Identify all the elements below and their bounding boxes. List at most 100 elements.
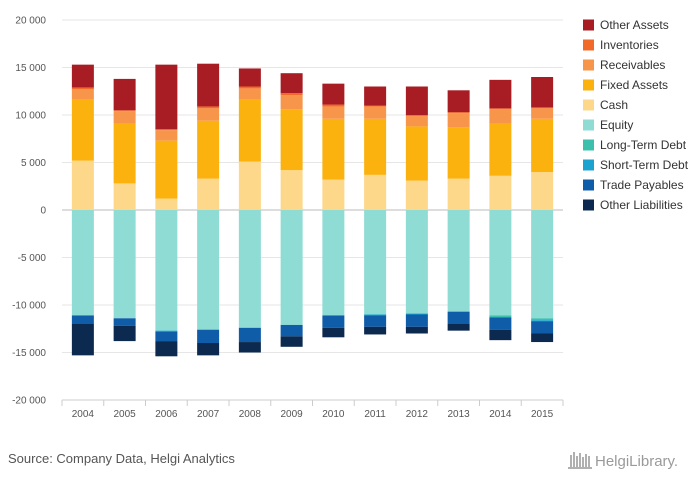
- bar-segment: [113, 111, 136, 124]
- bar-segment: [155, 341, 178, 357]
- x-tick-label: 2015: [531, 409, 554, 420]
- bar-segment: [489, 175, 512, 210]
- bar-segment: [405, 115, 428, 116]
- bar-segment: [531, 172, 554, 210]
- bar-segment: [489, 79, 512, 109]
- bar-segment: [280, 93, 303, 96]
- bar-segment: [155, 210, 178, 331]
- bar-segment: [155, 130, 178, 141]
- bar-segment: [322, 104, 345, 107]
- bar-segment: [489, 317, 512, 330]
- bar-segment: [489, 109, 512, 124]
- bar-segment: [71, 210, 94, 316]
- bar-segment: [238, 86, 261, 89]
- bar-segment: [447, 112, 470, 114]
- legend-label: Equity: [600, 118, 633, 132]
- bar-segment: [447, 113, 470, 128]
- y-tick-label: 10 000: [15, 111, 46, 122]
- x-tick-label: 2013: [448, 409, 471, 420]
- x-tick-label: 2014: [489, 409, 512, 420]
- bar-segment: [155, 140, 178, 199]
- bar-segment: [197, 343, 220, 356]
- legend-swatch: [583, 119, 594, 131]
- bar-segment: [280, 210, 303, 325]
- bar-segment: [531, 108, 554, 119]
- bar-segment: [364, 326, 387, 335]
- x-tick-label: 2007: [197, 409, 220, 420]
- legend-swatch: [583, 99, 594, 111]
- bar-segment: [280, 324, 303, 337]
- bar-segment: [238, 99, 261, 162]
- y-tick-label: -10 000: [12, 301, 46, 312]
- legend-swatch: [583, 79, 594, 91]
- x-tick-label: 2009: [281, 409, 304, 420]
- bar-segment: [197, 329, 220, 343]
- y-tick-label: 0: [40, 206, 46, 217]
- bar-segment: [405, 115, 428, 127]
- bookshelf-icon: [568, 452, 592, 469]
- bar-segment: [531, 107, 554, 109]
- bar-segment: [71, 160, 94, 210]
- bar-segment: [155, 331, 178, 342]
- bar-segment: [280, 95, 303, 110]
- y-tick-label: 20 000: [15, 16, 46, 27]
- bar-segment: [113, 110, 136, 112]
- legend-swatch: [583, 59, 594, 71]
- bar-segment: [238, 161, 261, 210]
- bar-segment: [447, 210, 470, 312]
- bar-segment: [489, 315, 512, 318]
- bar-segment: [155, 330, 178, 332]
- legend-label: Cash: [600, 98, 628, 112]
- bar-segment: [113, 210, 136, 319]
- bar-segment: [405, 326, 428, 334]
- bar-segment: [197, 210, 220, 330]
- bar-segment: [531, 318, 554, 321]
- bar-segment: [322, 179, 345, 210]
- bar-segment: [71, 324, 94, 356]
- bar-segment: [197, 63, 220, 107]
- bar-segment: [364, 315, 387, 327]
- bar-segment: [531, 321, 554, 334]
- x-tick-label: 2004: [72, 409, 95, 420]
- x-tick-label: 2012: [406, 409, 429, 420]
- bar-segment: [280, 109, 303, 171]
- y-tick-label: -20 000: [12, 396, 46, 407]
- legend-label: Short-Term Debt: [600, 158, 689, 172]
- bar-segment: [197, 108, 220, 121]
- x-tick-label: 2005: [114, 409, 137, 420]
- bar-segment: [113, 78, 136, 111]
- grid-lines: [62, 19, 563, 401]
- bar-segment: [155, 129, 178, 131]
- y-tick-label: -15 000: [12, 348, 46, 359]
- bar-segment: [238, 342, 261, 353]
- bar-segment: [405, 313, 428, 315]
- bar-segment: [113, 318, 136, 326]
- bar-segment: [489, 210, 512, 316]
- bar-segment: [405, 86, 428, 115]
- bar-segment: [364, 118, 387, 175]
- bar-segment: [197, 178, 220, 210]
- bar-segment: [155, 198, 178, 210]
- bar-segment: [364, 314, 387, 316]
- legend-label: Trade Payables: [600, 178, 684, 192]
- y-tick-label: -5 000: [18, 253, 47, 264]
- x-tick-label: 2011: [364, 409, 386, 420]
- legend-swatch: [583, 39, 594, 51]
- source-label: Source: Company Data, Helgi Analytics: [8, 451, 235, 466]
- bar-segment: [405, 314, 428, 327]
- bar-segment: [405, 180, 428, 210]
- x-tick-label: 2006: [155, 409, 178, 420]
- legend-label: Long-Term Debt: [600, 138, 687, 152]
- x-tick-label: 2010: [322, 409, 345, 420]
- legend-swatch: [583, 19, 594, 31]
- bar-segment: [322, 106, 345, 119]
- bar-segment: [197, 120, 220, 179]
- bar-segment: [322, 83, 345, 105]
- bar-segment: [447, 324, 470, 331]
- bar-segment: [238, 88, 261, 100]
- bar-segment: [238, 327, 261, 343]
- bar-segment: [489, 108, 512, 110]
- legend-label: Receivables: [600, 58, 665, 72]
- bar-segment: [364, 210, 387, 315]
